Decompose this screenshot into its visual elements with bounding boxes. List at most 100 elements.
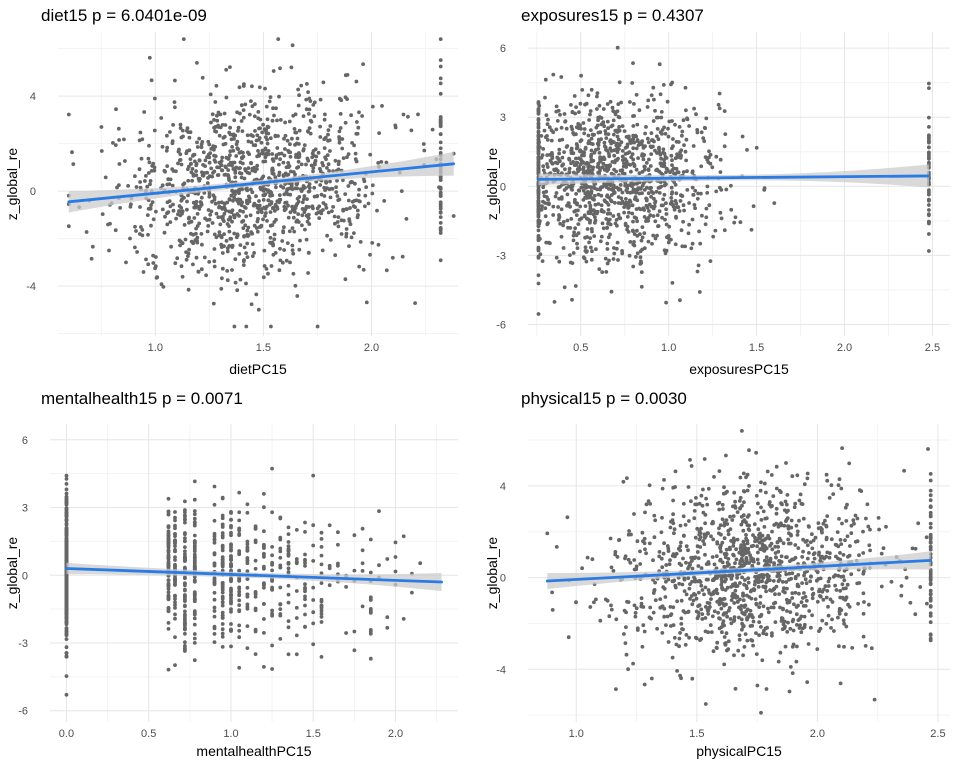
data-point — [761, 534, 765, 538]
data-point — [927, 82, 931, 86]
data-point — [624, 152, 628, 156]
data-point — [586, 168, 590, 172]
data-point — [439, 82, 443, 86]
data-point — [221, 523, 225, 527]
data-point — [557, 218, 561, 222]
data-point — [593, 194, 597, 198]
data-point — [230, 189, 234, 193]
data-point — [671, 656, 675, 660]
data-point — [828, 496, 832, 500]
data-point — [704, 117, 708, 121]
data-point — [808, 579, 812, 583]
data-point — [302, 147, 306, 151]
data-point — [706, 630, 710, 634]
data-point — [385, 615, 389, 619]
data-point — [124, 261, 128, 265]
data-point — [287, 544, 291, 548]
data-point — [275, 119, 279, 123]
data-point — [422, 149, 426, 153]
data-point — [183, 649, 187, 653]
data-point — [237, 551, 241, 555]
data-point — [660, 631, 664, 635]
data-point — [749, 638, 753, 642]
data-point — [661, 585, 665, 589]
data-point — [753, 580, 757, 584]
data-point — [297, 93, 301, 97]
data-point — [575, 213, 579, 217]
data-point — [221, 516, 225, 520]
data-point — [298, 239, 302, 243]
data-point — [173, 79, 177, 83]
data-point — [658, 550, 662, 554]
data-point — [681, 557, 685, 561]
data-point — [186, 167, 190, 171]
data-point — [65, 482, 69, 486]
y-tick-label: 4 — [500, 481, 506, 493]
data-point — [439, 141, 443, 145]
data-point — [319, 212, 323, 216]
data-point — [647, 240, 651, 244]
data-point — [168, 220, 172, 224]
data-point — [583, 215, 587, 219]
data-point — [929, 577, 933, 581]
data-point — [295, 606, 299, 610]
data-point — [723, 144, 727, 148]
data-point — [627, 529, 631, 533]
data-point — [416, 113, 420, 117]
data-point — [173, 579, 177, 583]
data-point — [577, 189, 581, 193]
data-point — [781, 627, 785, 631]
data-point — [784, 519, 788, 523]
data-point — [601, 121, 605, 125]
data-point — [642, 165, 646, 169]
data-point — [929, 479, 933, 483]
data-point — [192, 216, 196, 220]
data-point — [589, 128, 593, 132]
data-point — [544, 214, 548, 218]
data-point — [927, 193, 931, 197]
data-point — [805, 539, 809, 543]
data-point — [870, 646, 874, 650]
data-point — [628, 191, 632, 195]
data-point — [707, 562, 711, 566]
data-point — [733, 561, 737, 565]
data-point — [167, 597, 171, 601]
data-point — [295, 142, 299, 146]
data-point — [262, 631, 266, 635]
data-point — [625, 653, 629, 657]
data-point — [370, 192, 374, 196]
data-point — [751, 644, 755, 648]
data-point — [563, 120, 567, 124]
data-point — [357, 110, 361, 114]
data-point — [611, 160, 615, 164]
data-point — [257, 207, 261, 211]
data-point — [745, 148, 749, 152]
data-point — [621, 191, 625, 195]
data-point — [439, 194, 443, 198]
data-point — [229, 622, 233, 626]
data-point — [91, 245, 95, 249]
data-point — [660, 530, 664, 534]
y-axis-label: z_global_re — [4, 148, 20, 221]
data-point — [766, 534, 770, 538]
data-point — [724, 491, 728, 495]
data-point — [266, 230, 270, 234]
data-point — [167, 497, 171, 501]
data-point — [765, 516, 769, 520]
data-point — [368, 153, 372, 157]
data-point — [546, 165, 550, 169]
data-point — [649, 617, 653, 621]
data-point — [642, 231, 646, 235]
data-point — [675, 669, 679, 673]
data-point — [344, 585, 348, 589]
data-point — [303, 582, 307, 586]
data-point — [418, 561, 422, 565]
data-point — [328, 149, 332, 153]
data-point — [755, 544, 759, 548]
data-point — [794, 591, 798, 595]
data-point — [568, 205, 572, 209]
data-point — [265, 105, 269, 109]
data-point — [357, 193, 361, 197]
data-point — [185, 208, 189, 212]
data-point — [311, 586, 315, 590]
